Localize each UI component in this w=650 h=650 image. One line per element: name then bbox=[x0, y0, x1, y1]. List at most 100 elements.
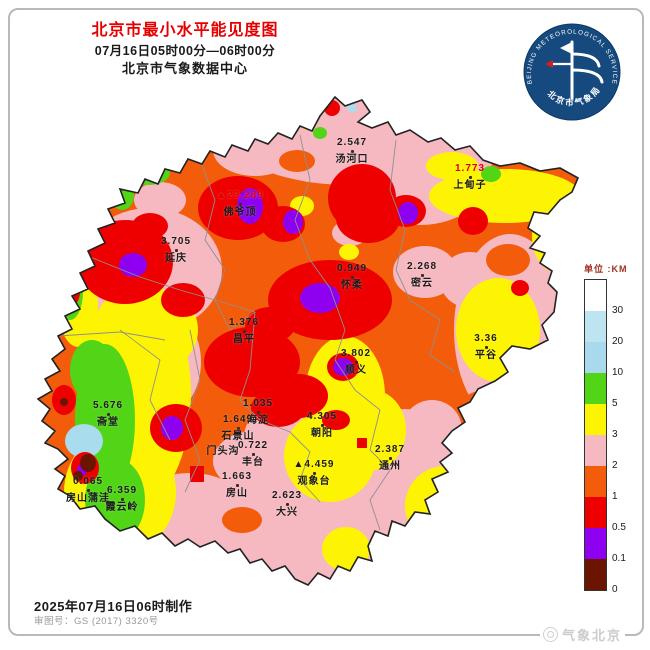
legend-band bbox=[585, 280, 606, 311]
station-value: 1.376 bbox=[228, 317, 260, 328]
station-value: 4.305 bbox=[306, 411, 338, 422]
station-name: 房山蒲洼 bbox=[66, 492, 110, 504]
station-name: 观象台 bbox=[297, 475, 331, 487]
station-name: 佛爷顶 bbox=[223, 206, 257, 218]
watermark-logo-icon bbox=[543, 627, 558, 642]
station-name: 丰台 bbox=[242, 456, 264, 468]
station-label: 3.705 延庆 bbox=[131, 236, 221, 264]
station-marker-dot bbox=[484, 345, 488, 349]
legend-tick: 20 bbox=[612, 336, 624, 347]
station-marker-dot bbox=[106, 412, 110, 416]
station-name: 霞云岭 bbox=[105, 501, 139, 513]
station-value: 1.035 bbox=[242, 398, 274, 409]
legend-tick: 0.5 bbox=[612, 522, 626, 533]
footer: 2025年07月16日06时制作 审图号：GS (2017) 3320号 bbox=[34, 599, 192, 628]
station-marker-dot bbox=[86, 488, 90, 492]
map-header: 北京市最小水平能见度图 07月16日05时00分—06时00分 北京市气象数据中… bbox=[10, 19, 360, 79]
station-name: 海淀 bbox=[247, 414, 269, 426]
station-label: 1.773 上甸子 bbox=[425, 163, 515, 191]
station-value: 1.773 bbox=[454, 163, 486, 174]
legend-tick: 0 bbox=[612, 584, 618, 595]
station-label: 5.676 斋堂 bbox=[63, 400, 153, 428]
time-range: 07月16日05时00分—06时00分 bbox=[94, 44, 276, 59]
station-marker-dot bbox=[420, 273, 424, 277]
station-name: 房山 bbox=[226, 487, 248, 499]
station-label: 0.722 丰台 bbox=[208, 440, 298, 468]
station-name: 延庆 bbox=[165, 252, 187, 264]
station-value: 2.623 bbox=[271, 490, 303, 501]
station-name: 密云 bbox=[411, 277, 433, 289]
legend-band bbox=[585, 311, 606, 342]
legend-band bbox=[585, 404, 606, 435]
made-time: 2025年07月16日06时制作 bbox=[34, 599, 193, 614]
station-value: 0.065 bbox=[72, 476, 104, 487]
station-value: 3.802 bbox=[340, 348, 372, 359]
legend-tick: 5 bbox=[612, 398, 618, 409]
station-label: 0.065 房山蒲洼 bbox=[43, 476, 133, 504]
station-label: 2.268 密云 bbox=[377, 261, 467, 289]
station-name: 门头沟 bbox=[206, 446, 240, 457]
legend: 单位 :KM 30 20 10 5 3 2 1 0.5 0.1 0 bbox=[584, 262, 644, 595]
station-name: 通州 bbox=[379, 460, 401, 472]
station-value: 2.547 bbox=[336, 137, 368, 148]
station-value: 5.676 bbox=[92, 400, 124, 411]
station-name: 斋堂 bbox=[97, 416, 119, 428]
met-service-logo: BEIJING METEOROLOGICAL SERVICE 北京市气象局 bbox=[523, 23, 621, 121]
station-marker-dot bbox=[120, 497, 124, 501]
data-source: 北京市气象数据中心 bbox=[121, 61, 248, 77]
station-label: 门头沟 bbox=[178, 446, 268, 458]
station-value: 2.387 bbox=[374, 444, 406, 455]
station-value: ▲4.459 bbox=[293, 459, 335, 470]
station-name: 平谷 bbox=[475, 349, 497, 361]
station-label: 6.359 霞云岭 bbox=[77, 485, 167, 513]
station-name: 怀柔 bbox=[341, 279, 363, 291]
station-value: 1.649 bbox=[222, 414, 254, 425]
vane-pennant bbox=[560, 42, 572, 54]
station-label: 1.663 房山 bbox=[192, 471, 282, 499]
legend-unit-label: 单位 :KM bbox=[584, 264, 628, 274]
station-marker-dot bbox=[350, 149, 354, 153]
station-name: 顺义 bbox=[345, 364, 367, 376]
station-marker-dot bbox=[320, 423, 324, 427]
station-marker-dot bbox=[251, 452, 255, 456]
legend-band bbox=[585, 435, 606, 466]
beijing-boundary bbox=[36, 95, 580, 586]
station-value: 3.705 bbox=[160, 236, 192, 247]
station-label: 1.649 石景山 bbox=[193, 414, 283, 442]
station-label: 1.035 海淀 bbox=[213, 398, 303, 426]
station-marker-dot bbox=[354, 360, 358, 364]
station-marker-dot bbox=[312, 471, 316, 475]
legend-band bbox=[585, 342, 606, 373]
station-value: 3.36 bbox=[474, 333, 498, 344]
station-name: 昌平 bbox=[233, 333, 255, 345]
watermark-text: 气象北京 bbox=[562, 628, 623, 643]
station-marker-dot bbox=[242, 329, 246, 333]
vane-arrow-tip bbox=[545, 60, 553, 68]
station-label: 3.36 平谷 bbox=[441, 333, 531, 361]
station-label: 2.623 大兴 bbox=[242, 490, 332, 518]
page-title: 北京市最小水平能见度图 bbox=[91, 22, 279, 39]
station-label: ▲4.459 观象台 bbox=[269, 459, 359, 487]
station-label: 1.376 昌平 bbox=[199, 317, 289, 345]
station-value: 0.949 bbox=[336, 263, 368, 274]
legend-band bbox=[585, 373, 606, 404]
station-value: 2.268 bbox=[406, 261, 438, 272]
legend-band bbox=[585, 559, 606, 590]
station-value: 1.663 bbox=[221, 471, 253, 482]
station-marker-dot bbox=[285, 502, 289, 506]
station-marker-dot bbox=[388, 456, 392, 460]
station-name: 石景山 bbox=[221, 430, 255, 442]
station-marker-dot bbox=[350, 275, 354, 279]
station-name: 上甸子 bbox=[453, 179, 487, 191]
station-marker-dot bbox=[256, 410, 260, 414]
station-label: 0.949 怀柔 bbox=[307, 263, 397, 291]
station-value: 6.359 bbox=[106, 485, 138, 496]
station-label: 4.305 朝阳 bbox=[277, 411, 367, 439]
legend-band bbox=[585, 528, 606, 559]
legend-tick: 10 bbox=[612, 367, 624, 378]
station-label: 3.802 顺义 bbox=[311, 348, 401, 376]
legend-color-scale: 30 20 10 5 3 2 1 0.5 0.1 0 bbox=[584, 279, 626, 595]
station-value: 0.722 bbox=[237, 440, 269, 451]
